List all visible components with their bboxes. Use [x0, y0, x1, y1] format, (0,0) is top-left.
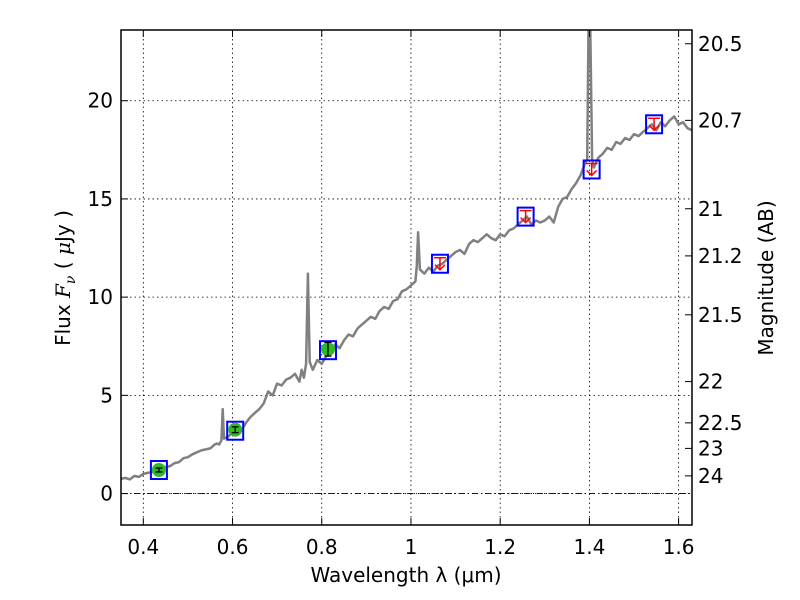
magnitude-tick-label: 21 [698, 197, 723, 221]
magnitude-tick-label: 20.7 [698, 108, 743, 132]
x-tick-label: 1.2 [484, 535, 516, 559]
upper-limit-arrow-head [586, 169, 598, 177]
upper-limit-arrow-head [520, 217, 532, 224]
tick-layer: 0.4 0.6 0.8 1 1.2 1.4 1.6 0 5 10 15 20 20.5 20.7 21 21.… [88, 30, 743, 559]
magnitude-tick-label: 21.5 [698, 303, 743, 327]
y-axis-title: Flux Fν ( μJy ) [51, 210, 79, 346]
y-tick-label: 0 [100, 482, 113, 506]
upper-limit-arrow-head [648, 124, 660, 132]
model-photometry-box [318, 340, 337, 361]
model-photometry-box [226, 420, 245, 441]
y-axis-title-symbol: F [51, 283, 75, 299]
y-axis-title-subscript: ν [63, 275, 79, 284]
model-photometry-box [645, 114, 664, 135]
model-photometry-box [430, 253, 449, 274]
upper-limit-marker [519, 209, 532, 224]
upper-limit-marker [585, 162, 598, 177]
y-axis-title-pre: Flux [51, 298, 75, 346]
model-photometry-box [582, 159, 601, 180]
x-tick-label: 1 [405, 535, 418, 559]
x-axis-title: Wavelength λ (μm) [310, 563, 501, 587]
y-axis-title-mid: ( [51, 255, 75, 276]
y-tick-label: 15 [88, 187, 113, 211]
model-photometry-box [516, 206, 535, 227]
model-photometry-box [149, 460, 168, 480]
detection-point [228, 422, 243, 437]
x-tick-label: 0.4 [127, 535, 159, 559]
detection-point [320, 341, 335, 357]
upper-limit-arrow-head [434, 264, 446, 271]
magnitude-tick-label: 24 [698, 464, 723, 488]
spectrum-layer [121, 30, 692, 481]
magnitude-tick-label: 22.5 [698, 411, 743, 435]
y-tick-label: 10 [88, 285, 113, 309]
magnitude-tick-label: 21.2 [698, 244, 743, 268]
marker-layer [149, 114, 664, 480]
detection-point [151, 463, 166, 477]
x-tick-label: 0.8 [306, 535, 338, 559]
grid [121, 30, 692, 525]
magnitude-tick-label: 23 [698, 436, 723, 460]
y-tick-label: 20 [88, 89, 113, 113]
x-tick-label: 0.6 [217, 535, 249, 559]
y-axis-title-mu: μ [51, 242, 75, 255]
magnitude-tick-label: 22 [698, 370, 723, 394]
y2-axis-title: Magnitude (AB) [754, 200, 778, 355]
y-axis-title-post: Jy ) [51, 210, 75, 244]
upper-limit-marker [648, 117, 661, 132]
x-tick-label: 1.4 [573, 535, 605, 559]
y-tick-label: 5 [100, 383, 113, 407]
magnitude-tick-label: 20.5 [698, 32, 743, 56]
upper-limit-marker [433, 257, 446, 271]
plot-frame [120, 29, 693, 526]
x-tick-label: 1.6 [663, 535, 695, 559]
spectrum-line [121, 30, 692, 481]
